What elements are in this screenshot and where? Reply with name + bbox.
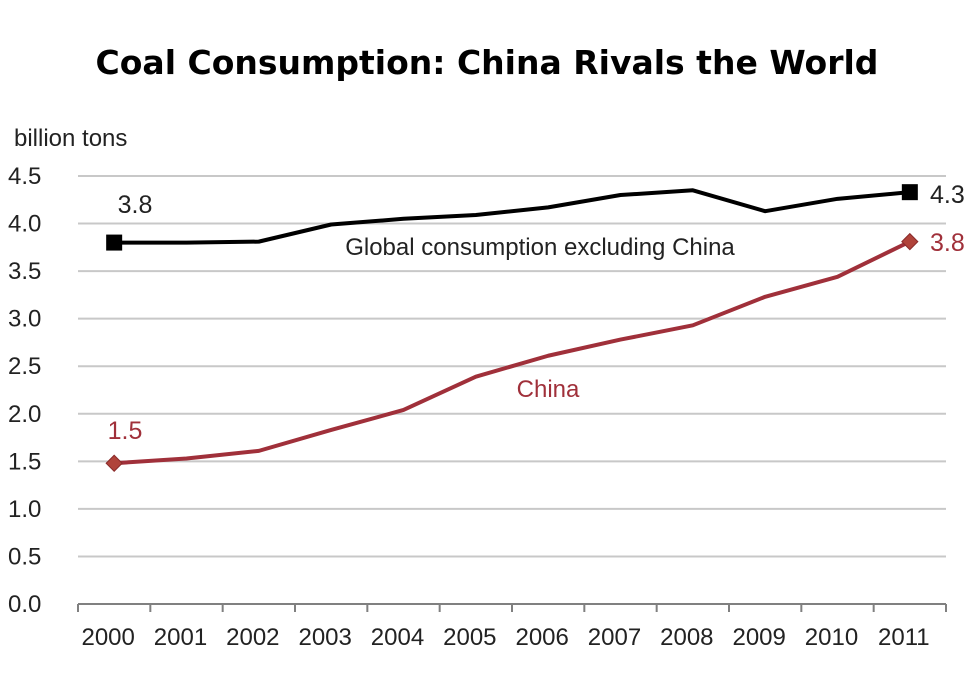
x-tick-label: 2004 (371, 624, 424, 651)
x-tick-label: 2002 (226, 624, 279, 651)
diamond-marker (901, 232, 919, 251)
series-line-1 (112, 239, 912, 466)
y-tick-label: 3.0 (8, 306, 41, 333)
x-tick-label: 2008 (660, 624, 713, 651)
chart-title: Coal Consumption: China Rivals the World (96, 43, 879, 82)
x-tick-labels: 2000 2001 2002 2003 2004 2005 2006 2007 2008 2009… (81, 624, 929, 651)
axes (77, 603, 947, 612)
y-tick-label: 3.5 (8, 258, 41, 285)
square-marker (106, 234, 123, 251)
square-marker (901, 184, 918, 201)
y-axis-unit-label: billion tons (14, 125, 127, 152)
china-end-value-label: 3.8 (930, 229, 965, 257)
global-end-value-label: 4.3 (930, 181, 965, 209)
global-start-value-label: 3.8 (118, 191, 153, 219)
x-tick-label: 2005 (443, 624, 496, 651)
china-start-value-label: 1.5 (108, 417, 143, 445)
y-tick-label: 2.0 (8, 401, 41, 428)
x-tick-label: 2006 (515, 624, 568, 651)
series-line-0 (112, 188, 912, 245)
y-tick-label: 1.0 (8, 496, 41, 523)
y-tick-label: 1.5 (8, 448, 41, 475)
y-tick-labels: 0.0 0.5 1.0 1.5 2.0 2.5 3.0 3.5 4.0 4.5 (8, 163, 41, 618)
x-tick-label: 2007 (588, 624, 641, 651)
x-tick-label: 2003 (298, 624, 351, 651)
y-tick-label: 0.0 (8, 591, 41, 618)
y-tick-label: 4.5 (8, 163, 41, 190)
x-tick-label: 2001 (154, 624, 207, 651)
x-tick-label: 2011 (878, 624, 930, 651)
series-label-global: Global consumption excluding China (345, 234, 735, 261)
diamond-marker (105, 454, 123, 472)
x-tick-label: 2009 (732, 624, 785, 651)
series-label-china: China (517, 376, 580, 403)
y-tick-label: 4.0 (8, 211, 41, 238)
x-tick-label: 2000 (81, 624, 134, 651)
y-tick-label: 2.5 (8, 353, 41, 380)
x-tick-label: 2010 (805, 624, 858, 651)
y-tick-label: 0.5 (8, 543, 41, 570)
series-markers (105, 184, 919, 472)
series-lines (112, 188, 912, 466)
